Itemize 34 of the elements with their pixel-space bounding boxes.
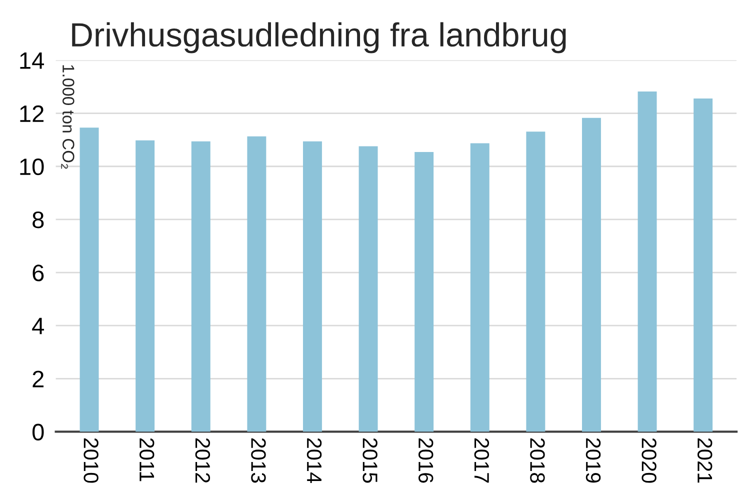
x-tick-label: 2014 <box>306 438 322 484</box>
bar <box>80 128 99 432</box>
bar <box>247 136 266 432</box>
y-tick-label: 8 <box>32 212 44 228</box>
bar <box>638 92 657 432</box>
x-tick-label: 2019 <box>586 438 601 483</box>
y-tick-label: 4 <box>32 318 44 334</box>
x-tick-label: 2017 <box>474 438 490 483</box>
x-tick-label: 2016 <box>418 438 434 483</box>
y-tick-label: 6 <box>32 264 44 282</box>
bar <box>358 146 378 432</box>
x-tick-label: 2015 <box>362 438 378 483</box>
x-tick-label: 2020 <box>642 438 656 483</box>
y-tick-label: 12 <box>20 105 44 122</box>
bar <box>694 98 713 432</box>
chart-title: Drivhusgasudledning fra landbrug <box>72 22 566 54</box>
bar <box>470 143 490 432</box>
x-tick-label: 2021 <box>697 438 712 483</box>
x-tick-label: 2012 <box>195 438 210 483</box>
x-tick-label: 2013 <box>251 438 266 483</box>
x-tick-label: 2018 <box>530 438 545 483</box>
y-tick-label: 10 <box>20 158 44 176</box>
x-tick-label: 2011 <box>139 438 154 482</box>
bar <box>191 141 210 432</box>
y-tick-label: 14 <box>20 52 44 69</box>
x-tick-label: 2010 <box>84 438 98 483</box>
y-tick-label: 0 <box>32 424 44 441</box>
bar <box>302 141 322 432</box>
bar <box>582 118 601 432</box>
y-axis-title: 1.000 ton CO₂ <box>61 65 74 169</box>
y-tick-label: 2 <box>32 370 44 388</box>
bar <box>136 140 155 432</box>
bar <box>414 152 434 432</box>
bar <box>526 132 546 432</box>
